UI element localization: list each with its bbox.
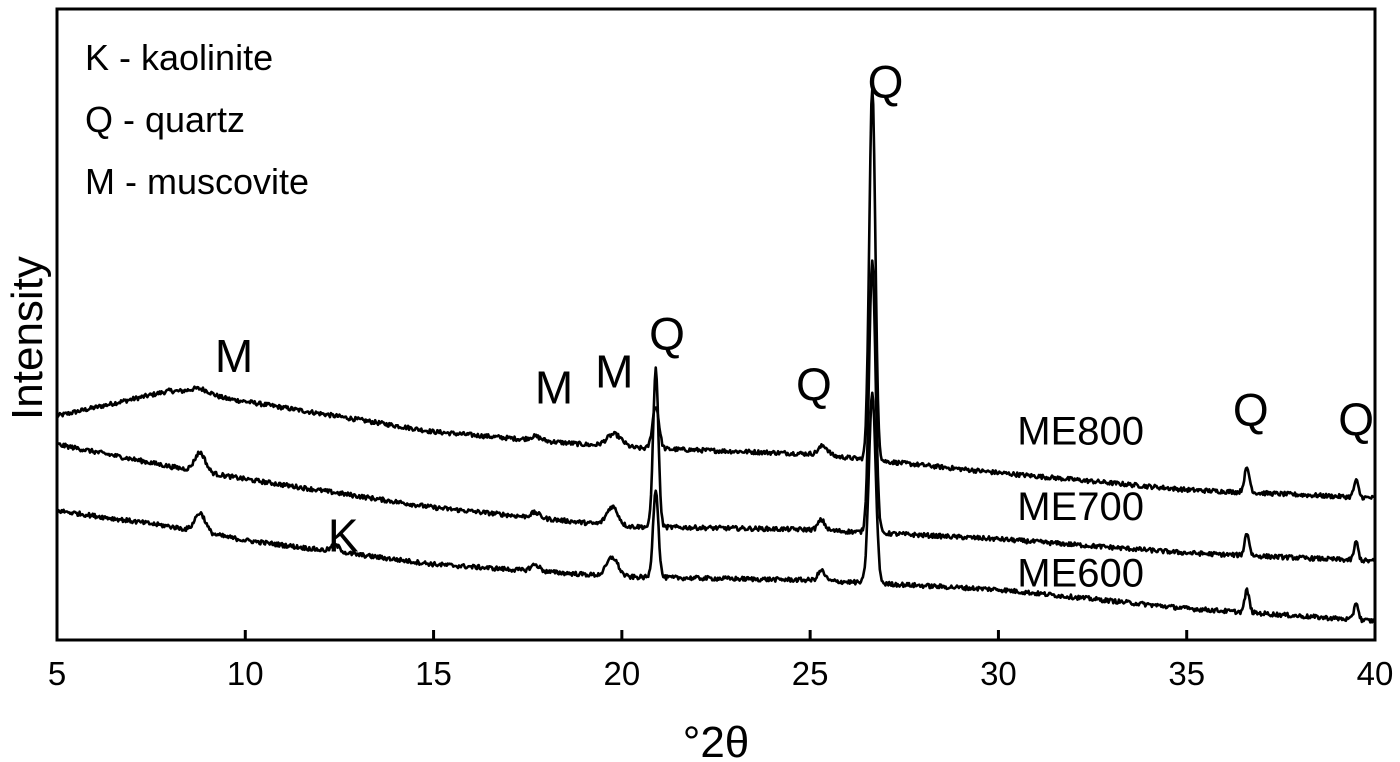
peak-annotation: Q bbox=[649, 308, 685, 360]
series-line-me800 bbox=[55, 88, 1376, 501]
x-tick-label: 35 bbox=[1168, 655, 1205, 692]
series-lines bbox=[55, 88, 1377, 624]
legend-entry: Q - quartz bbox=[85, 99, 245, 140]
x-tick-label: 20 bbox=[603, 655, 640, 692]
series-label: ME800 bbox=[1017, 409, 1144, 453]
x-tick-label: 5 bbox=[48, 655, 66, 692]
peak-annotation: K bbox=[328, 510, 359, 562]
peak-annotation: Q bbox=[868, 55, 904, 107]
peak-annotation: M bbox=[535, 361, 573, 413]
peak-annotation: Q bbox=[1233, 383, 1269, 435]
x-axis-ticks: 5 10 15 20 25 30 35 40 bbox=[48, 630, 1394, 692]
series-line-me700 bbox=[55, 259, 1376, 564]
series-labels: ME800 ME700 ME600 bbox=[1017, 409, 1144, 595]
x-tick-label: 30 bbox=[980, 655, 1017, 692]
peak-annotation: M bbox=[595, 346, 633, 398]
series-label: ME700 bbox=[1017, 485, 1144, 529]
peak-annotation: Q bbox=[796, 358, 832, 410]
plot-frame bbox=[55, 7, 1377, 642]
series-label: ME600 bbox=[1017, 551, 1144, 595]
legend: K - kaolinite Q - quartz M - muscovite bbox=[85, 37, 309, 202]
x-axis-label: °2θ bbox=[683, 718, 750, 762]
legend-entry: M - muscovite bbox=[85, 161, 309, 202]
legend-entry: K - kaolinite bbox=[85, 37, 273, 78]
x-tick-label: 15 bbox=[415, 655, 452, 692]
peak-annotation: Q bbox=[1338, 393, 1374, 445]
x-tick-label: 25 bbox=[792, 655, 829, 692]
peak-annotation: M bbox=[215, 330, 253, 382]
x-tick-label: 40 bbox=[1357, 655, 1394, 692]
y-axis-label: Intensity bbox=[3, 256, 52, 420]
x-tick-label: 10 bbox=[227, 655, 264, 692]
series-line-me600 bbox=[56, 391, 1377, 624]
